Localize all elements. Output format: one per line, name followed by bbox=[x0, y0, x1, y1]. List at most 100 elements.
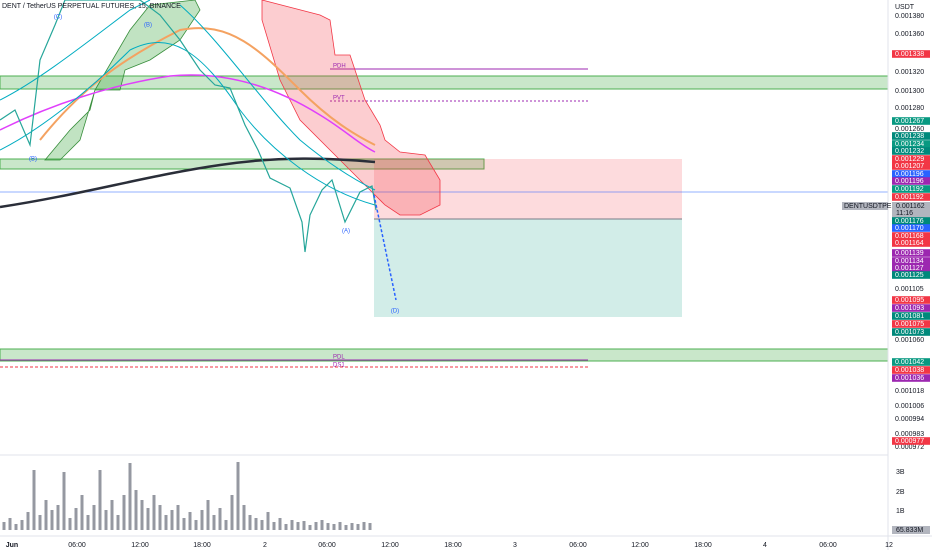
price-label: 0.000972 bbox=[895, 444, 924, 451]
stop-box bbox=[374, 159, 682, 219]
price-tag bbox=[892, 162, 930, 170]
price-tag bbox=[892, 147, 930, 155]
price-tag-label: 0.001093 bbox=[895, 305, 924, 312]
price-tag-label: 0.001127 bbox=[895, 265, 924, 272]
price-tag bbox=[892, 374, 930, 382]
price-label: 0.001018 bbox=[895, 388, 924, 395]
projection bbox=[373, 194, 397, 301]
wave-label: (B) bbox=[29, 157, 37, 163]
price-tag-label: 0.001134 bbox=[895, 258, 924, 265]
price-tag-label: 0.001238 bbox=[895, 133, 924, 140]
time-label: 12:00 bbox=[631, 542, 649, 549]
price-path bbox=[0, 0, 377, 253]
ma-short bbox=[0, 74, 376, 153]
target-box bbox=[374, 219, 682, 317]
time-label: 06:00 bbox=[318, 542, 336, 549]
price-tag bbox=[892, 170, 930, 178]
price-label: 0.001360 bbox=[895, 31, 924, 38]
price-tag bbox=[892, 358, 930, 366]
price-tag-label: 0.001229 bbox=[895, 156, 924, 163]
wave-label: (A) bbox=[342, 229, 350, 235]
price-tag-label: 0.001168 bbox=[895, 233, 924, 240]
time-label: 2 bbox=[263, 542, 267, 549]
volume-label: 2B bbox=[896, 489, 905, 496]
price-label: 0.001280 bbox=[895, 105, 924, 112]
price-tag-label: 0.001164 bbox=[895, 240, 924, 247]
price-tag-label: 0.001338 bbox=[895, 51, 924, 58]
volume-label: 1B bbox=[896, 508, 905, 515]
price-tag-label: 0.001234 bbox=[895, 141, 924, 148]
currency: USDT bbox=[895, 4, 915, 11]
price-tag bbox=[892, 155, 930, 163]
price-tag-label: 0.001176 bbox=[895, 218, 924, 225]
symbol-tag bbox=[842, 202, 888, 210]
level-label: PDL bbox=[333, 355, 345, 361]
price-tag bbox=[892, 437, 930, 445]
time-label: 4 bbox=[763, 542, 767, 549]
price-tag bbox=[892, 328, 930, 336]
price-tag-label: 0.001196 bbox=[895, 178, 924, 185]
price-tag bbox=[892, 140, 930, 148]
price-label: 0.000994 bbox=[895, 416, 924, 423]
price-tag-label: 0.001139 bbox=[895, 250, 924, 257]
time-label: 12:00 bbox=[131, 542, 149, 549]
price-tag-label: 0.001095 bbox=[895, 297, 924, 304]
current-price-tag bbox=[892, 202, 930, 218]
level-label: PDH bbox=[333, 64, 346, 70]
wave-label: (B) bbox=[144, 23, 152, 29]
price-tag bbox=[892, 177, 930, 185]
price-tag-label: 0.001081 bbox=[895, 313, 924, 320]
price-tag-label: 0.001267 bbox=[895, 118, 924, 125]
price-tag bbox=[892, 50, 930, 58]
price-label: 0.001320 bbox=[895, 69, 924, 76]
time-label: Jun bbox=[6, 542, 18, 549]
price-tag bbox=[892, 366, 930, 374]
ma-mid bbox=[39, 27, 376, 146]
price-tag-label: 0.001196 bbox=[895, 171, 924, 178]
price-tag-label: 0.000977 bbox=[895, 438, 924, 445]
demand-zone bbox=[0, 158, 485, 170]
time-label: 12 bbox=[885, 542, 893, 549]
price-tag bbox=[892, 257, 930, 265]
price-label: 0.001105 bbox=[895, 286, 924, 293]
price-tag-label: 0.001036 bbox=[895, 375, 924, 382]
price-tag-label: 0.001125 bbox=[895, 272, 924, 279]
time-label: 18:00 bbox=[694, 542, 712, 549]
price-tag-label: 0.001038 bbox=[895, 367, 924, 374]
price-label: 0.001060 bbox=[895, 337, 924, 344]
price-tag bbox=[892, 185, 930, 193]
price-label: 0.001300 bbox=[895, 88, 924, 95]
volume-bars bbox=[2, 462, 372, 530]
chart-title: DENT / TetherUS PERPETUAL FUTURES, 15, B… bbox=[2, 3, 181, 10]
wave-label: (D) bbox=[391, 309, 399, 315]
price-tag bbox=[892, 249, 930, 257]
current-price: 0.001162 bbox=[896, 203, 925, 210]
price-tag bbox=[892, 132, 930, 140]
price-tag-label: 0.001232 bbox=[895, 148, 924, 155]
ma-long bbox=[0, 157, 376, 209]
price-label: 0.001006 bbox=[895, 403, 924, 410]
time-label: 06:00 bbox=[569, 542, 587, 549]
time-label: 06:00 bbox=[68, 542, 86, 549]
price-tag bbox=[892, 271, 930, 279]
level-label: PVT bbox=[333, 96, 345, 102]
price-tag-label: 0.001192 bbox=[895, 194, 924, 201]
volume-current: 65.833M bbox=[896, 527, 923, 534]
volume-tag bbox=[892, 526, 930, 534]
price-tag bbox=[892, 224, 930, 232]
price-tag bbox=[892, 304, 930, 312]
price-tag bbox=[892, 232, 930, 240]
price-tag bbox=[892, 320, 930, 328]
band-upper bbox=[0, 0, 376, 191]
cloud-bearish bbox=[261, 0, 441, 216]
time-label: 18:00 bbox=[444, 542, 462, 549]
countdown: 11:16 bbox=[896, 210, 913, 217]
level-label: DS1 bbox=[333, 363, 345, 369]
symbol: DENTUSDTPERP bbox=[844, 203, 902, 210]
price-tag-label: 0.001075 bbox=[895, 321, 924, 328]
price-tag bbox=[892, 117, 930, 125]
price-tag-label: 0.001042 bbox=[895, 359, 924, 366]
time-label: 12:00 bbox=[381, 542, 399, 549]
time-label: 06:00 bbox=[819, 542, 837, 549]
